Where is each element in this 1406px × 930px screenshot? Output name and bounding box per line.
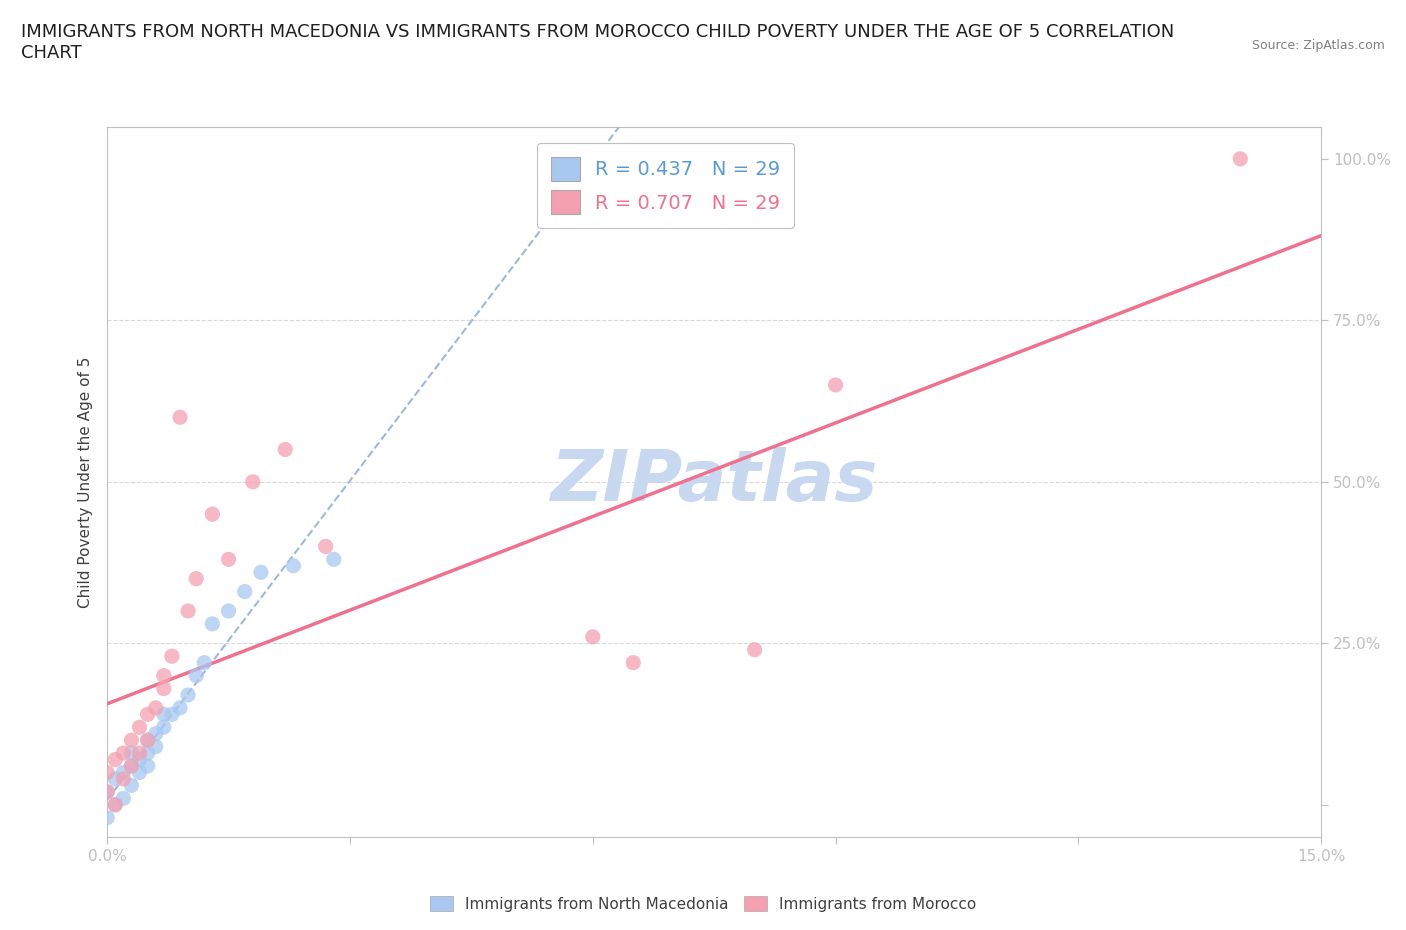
Point <box>128 746 150 761</box>
Point <box>136 733 159 748</box>
Point <box>201 617 224 631</box>
Point <box>201 507 224 522</box>
Point <box>186 668 208 683</box>
Point <box>242 474 264 489</box>
Point <box>136 746 159 761</box>
Point <box>104 772 127 787</box>
Point <box>169 700 191 715</box>
Point <box>322 551 344 566</box>
Point <box>136 759 159 774</box>
Point <box>128 765 150 780</box>
Point <box>218 551 240 566</box>
Point <box>218 604 240 618</box>
Text: ZIPatlas: ZIPatlas <box>551 447 877 516</box>
Point <box>128 720 150 735</box>
Point <box>824 378 846 392</box>
Point <box>112 746 135 761</box>
Point <box>250 565 273 579</box>
Point <box>153 681 176 696</box>
Point <box>582 630 605 644</box>
Point <box>621 656 644 671</box>
Point <box>233 584 256 599</box>
Point <box>177 604 200 618</box>
Point <box>136 733 159 748</box>
Point <box>96 784 118 799</box>
Point <box>120 777 142 792</box>
Point <box>1229 152 1251 166</box>
Point <box>112 765 135 780</box>
Point <box>177 687 200 702</box>
Point <box>153 707 176 722</box>
Point <box>120 746 142 761</box>
Point <box>120 759 142 774</box>
Point <box>744 643 766 658</box>
Point <box>283 558 305 573</box>
Point <box>160 649 183 664</box>
Point <box>128 752 150 767</box>
Point <box>274 442 297 457</box>
Point <box>153 668 176 683</box>
Text: Source: ZipAtlas.com: Source: ZipAtlas.com <box>1251 39 1385 52</box>
Point <box>96 765 118 780</box>
Point <box>136 707 159 722</box>
Y-axis label: Child Poverty Under the Age of 5: Child Poverty Under the Age of 5 <box>79 356 93 607</box>
Point <box>96 810 118 825</box>
Legend: R = 0.437   N = 29, R = 0.707   N = 29: R = 0.437 N = 29, R = 0.707 N = 29 <box>537 143 794 228</box>
Point <box>160 707 183 722</box>
Point <box>186 571 208 586</box>
Point <box>120 759 142 774</box>
Point <box>104 752 127 767</box>
Point <box>145 700 167 715</box>
Point <box>145 726 167 741</box>
Point <box>104 797 127 812</box>
Point <box>153 720 176 735</box>
Text: IMMIGRANTS FROM NORTH MACEDONIA VS IMMIGRANTS FROM MOROCCO CHILD POVERTY UNDER T: IMMIGRANTS FROM NORTH MACEDONIA VS IMMIG… <box>21 23 1174 62</box>
Point <box>104 797 127 812</box>
Point <box>145 739 167 754</box>
Point <box>193 656 215 671</box>
Point <box>112 790 135 805</box>
Point <box>96 784 118 799</box>
Point <box>112 772 135 787</box>
Point <box>120 733 142 748</box>
Legend: Immigrants from North Macedonia, Immigrants from Morocco: Immigrants from North Macedonia, Immigra… <box>423 889 983 918</box>
Point <box>169 410 191 425</box>
Point <box>315 539 337 554</box>
